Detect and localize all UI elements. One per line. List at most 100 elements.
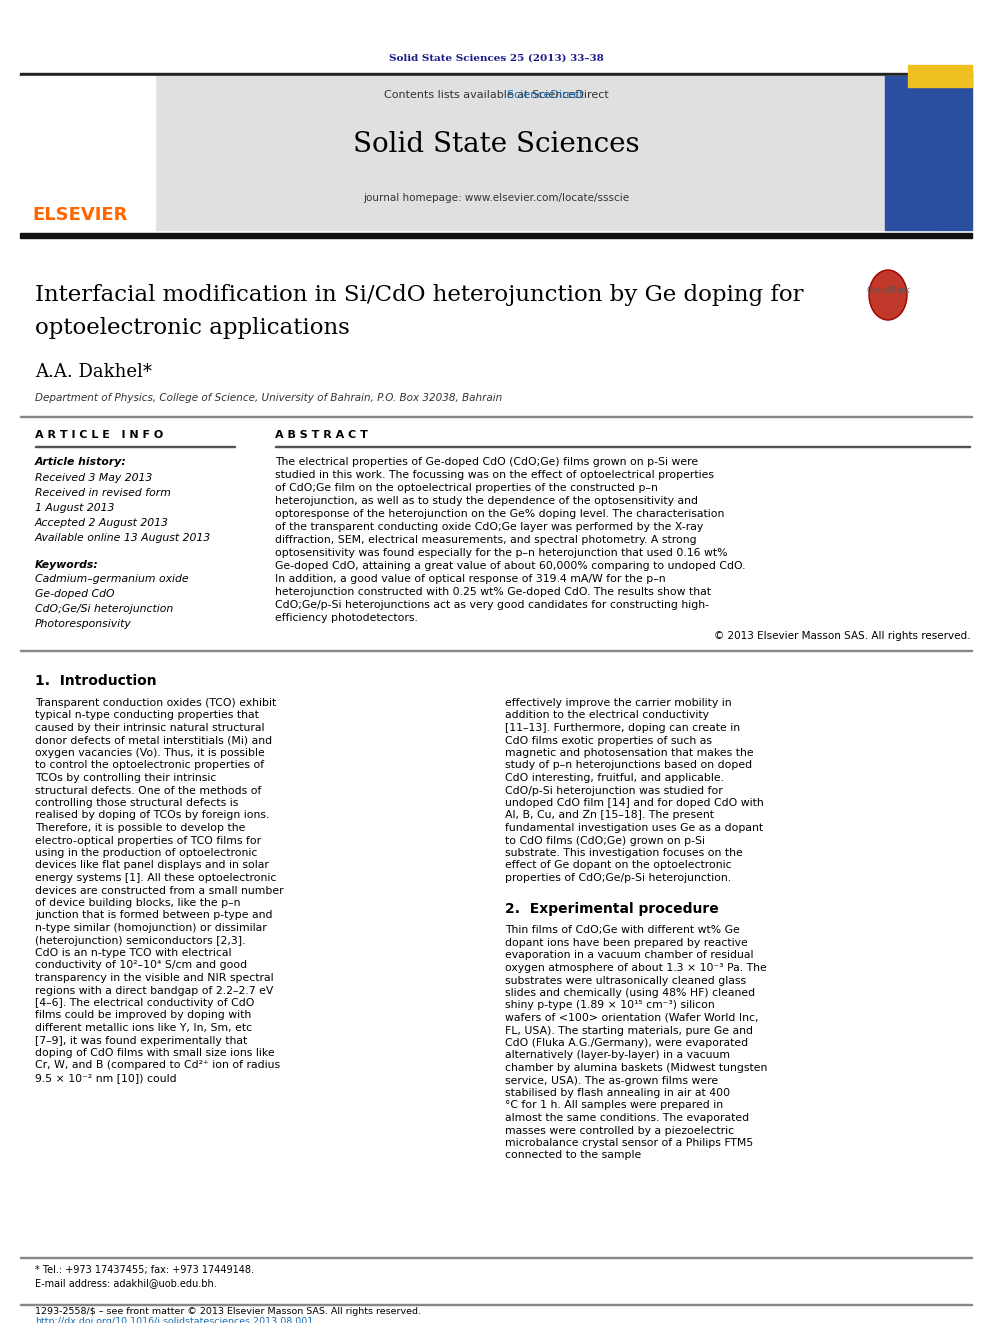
Text: ELSEVIER: ELSEVIER xyxy=(33,206,128,224)
Text: conductivity of 10²–10⁴ S/cm and good: conductivity of 10²–10⁴ S/cm and good xyxy=(35,960,247,971)
Text: substrates were ultrasonically cleaned glass: substrates were ultrasonically cleaned g… xyxy=(505,975,746,986)
Text: chamber by alumina baskets (Midwest tungsten: chamber by alumina baskets (Midwest tung… xyxy=(505,1062,768,1073)
Text: electro-optical properties of TCO films for: electro-optical properties of TCO films … xyxy=(35,836,261,845)
Text: 9.5 × 10⁻² nm [10]) could: 9.5 × 10⁻² nm [10]) could xyxy=(35,1073,177,1084)
Text: http://dx.doi.org/10.1016/j.solidstatesciences.2013.08.001: http://dx.doi.org/10.1016/j.solidstatesc… xyxy=(35,1318,313,1323)
Text: 1 August 2013: 1 August 2013 xyxy=(35,503,114,513)
Text: oxygen vacancies (Vo). Thus, it is possible: oxygen vacancies (Vo). Thus, it is possi… xyxy=(35,747,265,758)
Text: Interfacial modification in Si/CdO heterojunction by Ge doping for: Interfacial modification in Si/CdO heter… xyxy=(35,284,804,306)
Text: CdO;Ge/p-Si heterojunctions act as very good candidates for constructing high-: CdO;Ge/p-Si heterojunctions act as very … xyxy=(275,601,709,610)
Text: Received 3 May 2013: Received 3 May 2013 xyxy=(35,474,152,483)
Text: optoelectronic applications: optoelectronic applications xyxy=(35,318,350,339)
Text: n-type similar (homojunction) or dissimilar: n-type similar (homojunction) or dissimi… xyxy=(35,923,267,933)
Text: Keywords:: Keywords: xyxy=(35,560,99,570)
Text: donor defects of metal interstitials (Mi) and: donor defects of metal interstitials (Mi… xyxy=(35,736,272,745)
Text: service, USA). The as-grown films were: service, USA). The as-grown films were xyxy=(505,1076,718,1085)
Text: undoped CdO film [14] and for doped CdO with: undoped CdO film [14] and for doped CdO … xyxy=(505,798,764,808)
Text: almost the same conditions. The evaporated: almost the same conditions. The evaporat… xyxy=(505,1113,749,1123)
Text: evaporation in a vacuum chamber of residual: evaporation in a vacuum chamber of resid… xyxy=(505,950,754,960)
Text: Solid State Sciences 25 (2013) 33–38: Solid State Sciences 25 (2013) 33–38 xyxy=(389,53,603,62)
Text: devices like flat panel displays and in solar: devices like flat panel displays and in … xyxy=(35,860,269,871)
Text: journal homepage: www.elsevier.com/locate/ssscie: journal homepage: www.elsevier.com/locat… xyxy=(363,193,629,202)
Text: structural defects. One of the methods of: structural defects. One of the methods o… xyxy=(35,786,261,795)
Text: CdO films exotic properties of such as: CdO films exotic properties of such as xyxy=(505,736,712,745)
Text: CdO interesting, fruitful, and applicable.: CdO interesting, fruitful, and applicabl… xyxy=(505,773,724,783)
Text: transparency in the visible and NIR spectral: transparency in the visible and NIR spec… xyxy=(35,972,274,983)
Bar xyxy=(20,233,972,238)
Text: of device building blocks, like the p–n: of device building blocks, like the p–n xyxy=(35,898,240,908)
Text: Thin films of CdO;Ge with different wt% Ge: Thin films of CdO;Ge with different wt% … xyxy=(505,926,740,935)
Text: alternatively (layer-by-layer) in a vacuum: alternatively (layer-by-layer) in a vacu… xyxy=(505,1050,730,1061)
Text: junction that is formed between p-type and: junction that is formed between p-type a… xyxy=(35,910,273,921)
Text: Photoresponsivity: Photoresponsivity xyxy=(35,619,132,628)
Text: Al, B, Cu, and Zn [15–18]. The present: Al, B, Cu, and Zn [15–18]. The present xyxy=(505,811,714,820)
Text: 1293-2558/$ – see front matter © 2013 Elsevier Masson SAS. All rights reserved.: 1293-2558/$ – see front matter © 2013 El… xyxy=(35,1307,421,1315)
Text: The electrical properties of Ge-doped CdO (CdO;Ge) films grown on p-Si were: The electrical properties of Ge-doped Cd… xyxy=(275,456,698,467)
Text: effect of Ge dopant on the optoelectronic: effect of Ge dopant on the optoelectroni… xyxy=(505,860,732,871)
Text: properties of CdO;Ge/p-Si heterojunction.: properties of CdO;Ge/p-Si heterojunction… xyxy=(505,873,731,882)
Text: A B S T R A C T: A B S T R A C T xyxy=(275,430,368,441)
Text: Cr, W, and B (compared to Cd²⁺ ion of radius: Cr, W, and B (compared to Cd²⁺ ion of ra… xyxy=(35,1061,280,1070)
Text: controlling those structural defects is: controlling those structural defects is xyxy=(35,798,238,808)
Text: masses were controlled by a piezoelectric: masses were controlled by a piezoelectri… xyxy=(505,1126,734,1135)
Bar xyxy=(155,75,940,230)
Text: addition to the electrical conductivity: addition to the electrical conductivity xyxy=(505,710,709,721)
Text: studied in this work. The focussing was on the effect of optoelectrical properti: studied in this work. The focussing was … xyxy=(275,470,714,480)
Text: © 2013 Elsevier Masson SAS. All rights reserved.: © 2013 Elsevier Masson SAS. All rights r… xyxy=(713,631,970,642)
Text: optosensitivity was found especially for the p–n heterojunction that used 0.16 w: optosensitivity was found especially for… xyxy=(275,548,727,558)
Text: films could be improved by doping with: films could be improved by doping with xyxy=(35,1011,251,1020)
Text: using in the production of optoelectronic: using in the production of optoelectroni… xyxy=(35,848,257,859)
Text: optoresponse of the heterojunction on the Ge% doping level. The characterisation: optoresponse of the heterojunction on th… xyxy=(275,509,724,519)
Text: Therefore, it is possible to develop the: Therefore, it is possible to develop the xyxy=(35,823,245,833)
Text: study of p–n heterojunctions based on doped: study of p–n heterojunctions based on do… xyxy=(505,761,752,770)
Text: ScienceDirect: ScienceDirect xyxy=(409,90,583,101)
Ellipse shape xyxy=(869,270,907,320)
Text: A R T I C L E   I N F O: A R T I C L E I N F O xyxy=(35,430,164,441)
Text: stabilised by flash annealing in air at 400: stabilised by flash annealing in air at … xyxy=(505,1088,730,1098)
Text: CdO;Ge/Si heterojunction: CdO;Ge/Si heterojunction xyxy=(35,605,174,614)
Text: efficiency photodetectors.: efficiency photodetectors. xyxy=(275,613,418,623)
Text: energy systems [1]. All these optoelectronic: energy systems [1]. All these optoelectr… xyxy=(35,873,277,882)
Text: Ge-doped CdO: Ge-doped CdO xyxy=(35,589,114,599)
Text: E-mail address: adakhil@uob.edu.bh.: E-mail address: adakhil@uob.edu.bh. xyxy=(35,1278,216,1289)
Text: Solid State Sciences: Solid State Sciences xyxy=(353,131,639,159)
Text: wafers of <100> orientation (Wafer World Inc,: wafers of <100> orientation (Wafer World… xyxy=(505,1013,759,1023)
Text: fundamental investigation uses Ge as a dopant: fundamental investigation uses Ge as a d… xyxy=(505,823,763,833)
Bar xyxy=(20,75,155,230)
Text: substrate. This investigation focuses on the: substrate. This investigation focuses on… xyxy=(505,848,743,859)
Text: of CdO;Ge film on the optoelectrical properties of the constructed p–n: of CdO;Ge film on the optoelectrical pro… xyxy=(275,483,658,493)
Text: (heterojunction) semiconductors [2,3].: (heterojunction) semiconductors [2,3]. xyxy=(35,935,245,946)
Text: typical n-type conducting properties that: typical n-type conducting properties tha… xyxy=(35,710,259,721)
Text: Accepted 2 August 2013: Accepted 2 August 2013 xyxy=(35,519,169,528)
Text: effectively improve the carrier mobility in: effectively improve the carrier mobility… xyxy=(505,699,732,708)
Text: heterojunction, as well as to study the dependence of the optosensitivity and: heterojunction, as well as to study the … xyxy=(275,496,698,505)
Text: diffraction, SEM, electrical measurements, and spectral photometry. A strong: diffraction, SEM, electrical measurement… xyxy=(275,534,696,545)
Text: Cadmium–germanium oxide: Cadmium–germanium oxide xyxy=(35,574,188,583)
Text: Received in revised form: Received in revised form xyxy=(35,488,171,497)
Text: 2.  Experimental procedure: 2. Experimental procedure xyxy=(505,901,719,916)
Bar xyxy=(908,65,972,87)
Text: heterojunction constructed with 0.25 wt% Ge-doped CdO. The results show that: heterojunction constructed with 0.25 wt%… xyxy=(275,587,711,597)
Text: CrossMark: CrossMark xyxy=(866,286,910,295)
Bar xyxy=(885,75,972,230)
Bar xyxy=(20,73,972,75)
Text: Available online 13 August 2013: Available online 13 August 2013 xyxy=(35,533,211,542)
Text: to CdO films (CdO;Ge) grown on p-Si: to CdO films (CdO;Ge) grown on p-Si xyxy=(505,836,705,845)
Text: caused by their intrinsic natural structural: caused by their intrinsic natural struct… xyxy=(35,722,265,733)
Text: [7–9], it was found experimentally that: [7–9], it was found experimentally that xyxy=(35,1036,247,1045)
Text: doping of CdO films with small size ions like: doping of CdO films with small size ions… xyxy=(35,1048,275,1058)
Text: oxygen atmosphere of about 1.3 × 10⁻³ Pa. The: oxygen atmosphere of about 1.3 × 10⁻³ Pa… xyxy=(505,963,767,972)
Text: microbalance crystal sensor of a Philips FTM5: microbalance crystal sensor of a Philips… xyxy=(505,1138,753,1148)
Text: Transparent conduction oxides (TCO) exhibit: Transparent conduction oxides (TCO) exhi… xyxy=(35,699,276,708)
Text: connected to the sample: connected to the sample xyxy=(505,1151,641,1160)
Text: [11–13]. Furthermore, doping can create in: [11–13]. Furthermore, doping can create … xyxy=(505,722,740,733)
Text: different metallic ions like Y, In, Sm, etc: different metallic ions like Y, In, Sm, … xyxy=(35,1023,252,1033)
Text: dopant ions have been prepared by reactive: dopant ions have been prepared by reacti… xyxy=(505,938,748,949)
Text: slides and chemically (using 48% HF) cleaned: slides and chemically (using 48% HF) cle… xyxy=(505,988,755,998)
Text: CdO is an n-type TCO with electrical: CdO is an n-type TCO with electrical xyxy=(35,949,231,958)
Text: In addition, a good value of optical response of 319.4 mA/W for the p–n: In addition, a good value of optical res… xyxy=(275,574,666,583)
Text: CdO (Fluka A.G./Germany), were evaporated: CdO (Fluka A.G./Germany), were evaporate… xyxy=(505,1039,748,1048)
Text: Article history:: Article history: xyxy=(35,456,127,467)
Text: A.A. Dakhel*: A.A. Dakhel* xyxy=(35,363,152,381)
Text: FL, USA). The starting materials, pure Ge and: FL, USA). The starting materials, pure G… xyxy=(505,1025,753,1036)
